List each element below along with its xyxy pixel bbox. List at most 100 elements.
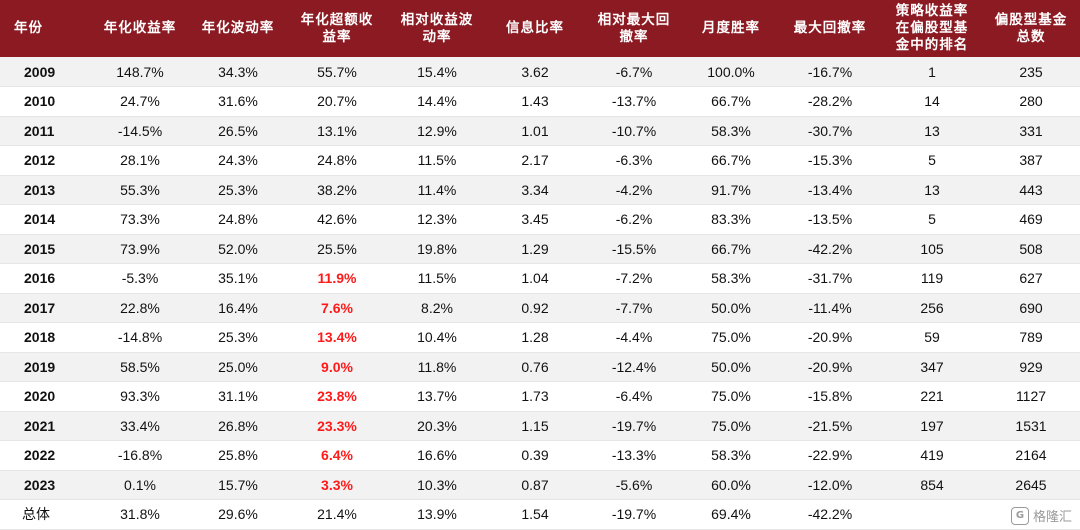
table-cell: -15.8% [778,381,882,412]
table-cell: 31.8% [90,499,190,530]
table-cell: 91.7% [684,175,778,205]
table-cell: 1.29 [486,234,584,264]
table-cell: 9.0% [286,352,388,382]
row-label: 2019 [0,352,90,382]
column-header-line: 金中的排名 [895,37,969,53]
table-cell: 11.4% [388,175,486,205]
table-cell: 0.76 [486,352,584,382]
table-cell: 1.54 [486,499,584,530]
table-cell: 1531 [982,411,1080,441]
column-header-line: 年化超额收 [300,11,374,28]
table-cell: 1.43 [486,86,584,117]
table-cell: -15.5% [584,234,684,264]
table-cell: 50.0% [684,293,778,323]
table-cell: -11.4% [778,293,882,323]
table-cell: 387 [982,145,1080,176]
table-cell: 75.0% [684,381,778,412]
table-cell: 59 [882,322,982,353]
table-row: 2012 28.1% 24.3% 24.8% 11.5% 2.17 -6.3% 66.7% -1… [0,145,1080,176]
table-cell: -13.5% [778,204,882,235]
table-cell: 1.01 [486,116,584,146]
table-cell: 24.7% [90,86,190,117]
table-cell: 419 [882,440,982,471]
table-cell: 11.5% [388,145,486,176]
table-row: 2015 73.9% 52.0% 25.5% 19.8% 1.29 -15.5% 66.7% -… [0,234,1080,264]
table-cell: 34.3% [190,57,286,87]
table-cell: 0.1% [90,470,190,500]
table-cell: 235 [982,57,1080,87]
table-cell: 24.8% [190,204,286,235]
column-header: 策略收益率 在偏股型基 金中的排名 [882,0,982,57]
table-cell: 2164 [982,440,1080,471]
column-header: 年份 [0,0,90,57]
row-label: 2012 [0,145,90,176]
table-cell: 256 [882,293,982,323]
table-cell: -42.2% [778,234,882,264]
row-label: 2015 [0,234,90,264]
table-cell: -4.2% [584,175,684,205]
table-cell: 221 [882,381,982,412]
table-cell: -13.3% [584,440,684,471]
table-cell: -6.4% [584,381,684,412]
table-cell: 25.8% [190,440,286,471]
table-cell: 73.9% [90,234,190,264]
row-label: 2010 [0,86,90,117]
column-header-line: 月度胜率 [702,20,760,36]
table-cell: -28.2% [778,86,882,117]
table-cell: 690 [982,293,1080,323]
table-row: 2010 24.7% 31.6% 20.7% 14.4% 1.43 -13.7% 66.7% -… [0,86,1080,117]
table-row: 2020 93.3% 31.1% 23.8% 13.7% 1.73 -6.4% 75.0% -1… [0,381,1080,412]
table-cell: 12.9% [388,116,486,146]
row-label: 2009 [0,57,90,87]
table-cell: -13.7% [584,86,684,117]
table-cell: -12.0% [778,470,882,500]
row-label: 2016 [0,263,90,294]
table-cell: 8.2% [388,293,486,323]
table-cell: -22.9% [778,440,882,471]
table-cell: 347 [882,352,982,382]
table-cell: -16.7% [778,57,882,87]
table-cell: 55.3% [90,175,190,205]
table-cell: 13 [882,116,982,146]
column-header: 信息比率 [486,0,584,57]
table-cell: 25.3% [190,175,286,205]
row-label: 2013 [0,175,90,205]
column-header: 相对收益波 动率 [388,0,486,57]
table-cell: -21.5% [778,411,882,441]
table-cell: 38.2% [286,175,388,205]
table-cell: 3.62 [486,57,584,87]
table-cell: 33.4% [90,411,190,441]
table-cell: -16.8% [90,440,190,471]
column-header-line: 年化收益率 [103,20,177,36]
table-cell: -7.2% [584,263,684,294]
table-cell: 105 [882,234,982,264]
table-cell: 280 [982,86,1080,117]
table-cell: 2.17 [486,145,584,176]
table-cell: -42.2% [778,499,882,530]
table-cell: 66.7% [684,86,778,117]
table-cell: 66.7% [684,234,778,264]
table-cell: 26.5% [190,116,286,146]
table-cell: -4.4% [584,322,684,353]
table-cell: 20.3% [388,411,486,441]
row-label: 2020 [0,381,90,412]
table-cell: 5 [882,204,982,235]
logo-icon: G [1010,506,1029,525]
table-cell: -5.3% [90,263,190,294]
table-cell: 11.9% [286,263,388,294]
column-header: 偏股型基金 总数 [982,0,1080,57]
table-cell: 25.3% [190,322,286,353]
row-label: 2011 [0,116,90,146]
table-cell: 10.3% [388,470,486,500]
table-cell: 148.7% [90,57,190,87]
table-row: 2009 148.7% 34.3% 55.7% 15.4% 3.62 -6.7% 100.0%… [0,57,1080,87]
table-cell [882,499,982,530]
row-label: 2014 [0,204,90,235]
table-cell: 1.04 [486,263,584,294]
column-header-line: 最大回撤率 [793,20,867,36]
row-label: 2018 [0,322,90,353]
table-cell: 929 [982,352,1080,382]
table-cell: 854 [882,470,982,500]
column-header: 年化超额收 益率 [286,0,388,57]
